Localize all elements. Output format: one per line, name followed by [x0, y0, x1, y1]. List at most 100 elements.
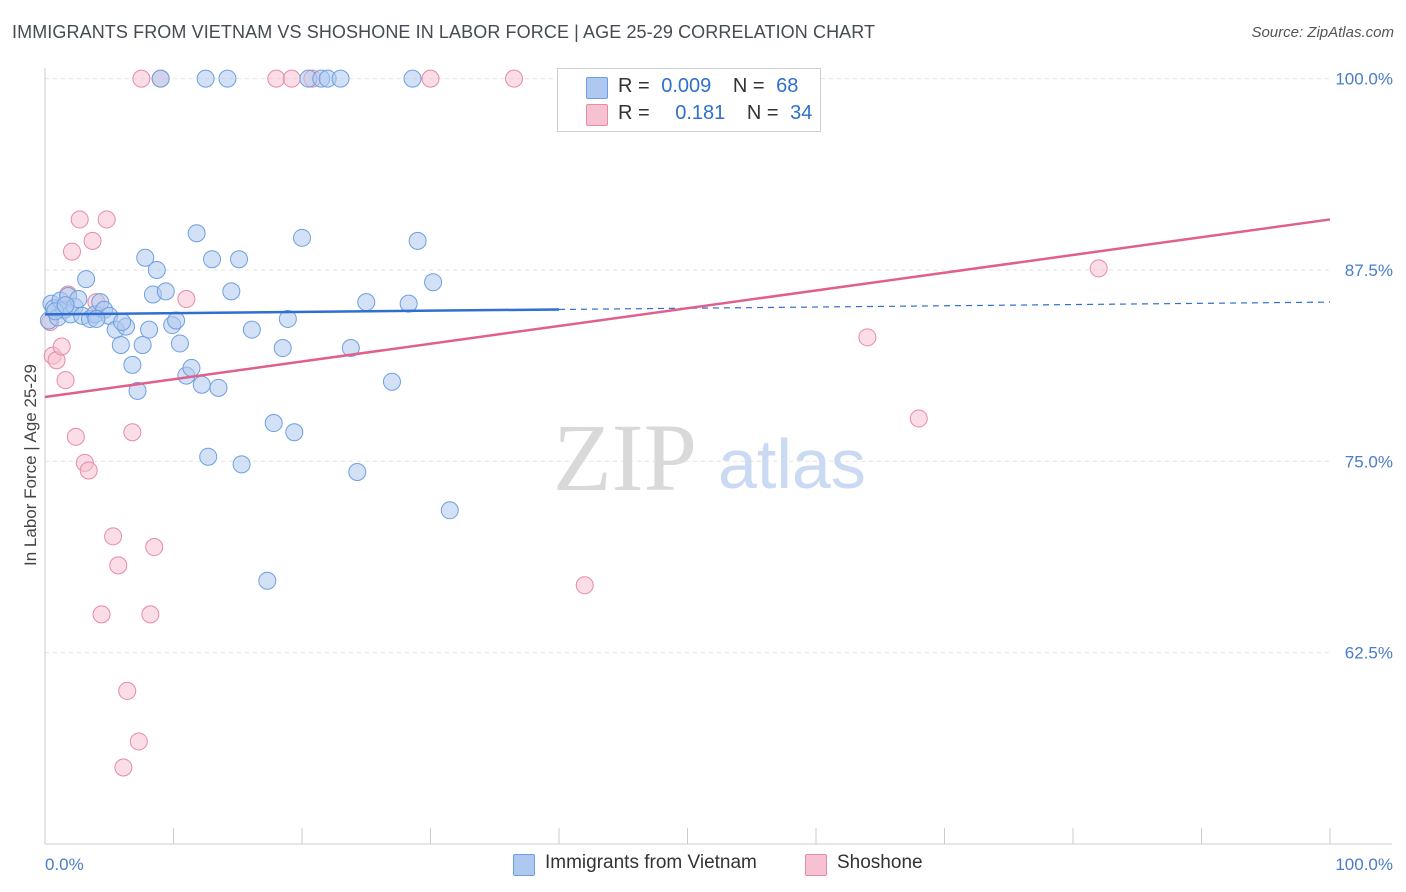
legend-r-label-2: R = [618, 102, 650, 124]
vietnam-point-11 [77, 270, 96, 289]
vietnam-point-27 [151, 69, 170, 88]
vietnam-point-44 [242, 320, 261, 339]
vietnam-point-49 [285, 423, 304, 442]
legend-r-value-2: 0.181 [675, 102, 726, 124]
shoshone-point-22 [141, 605, 160, 624]
shoshone-point-4 [56, 371, 75, 390]
grid-lines [45, 78, 1330, 654]
vietnam-point-54 [331, 69, 350, 88]
vietnam-point-58 [382, 372, 401, 391]
shoshone-point-26 [267, 69, 286, 88]
source-label: Source: ZipAtlas.com [1251, 24, 1394, 41]
vietnam-point-34 [187, 224, 206, 243]
legend-n-label-2: N = [746, 102, 779, 124]
trend-lines [44, 218, 1331, 399]
legend-n-value-2: 34 [790, 102, 813, 124]
y-axis-label: In Labor Force | Age 25-29 [21, 364, 40, 566]
shoshone-point-3 [52, 337, 71, 356]
shoshone-point-21 [132, 69, 151, 88]
vietnam-point-42 [230, 250, 249, 269]
vietnam-point-67 [113, 313, 132, 332]
vietnam-point-56 [348, 463, 367, 482]
watermark: ZIP atlas [553, 404, 866, 511]
vietnam-point-38 [203, 250, 222, 269]
vietnam-point-33 [182, 358, 201, 377]
legend-r-value-1: 0.009 [661, 75, 712, 97]
vietnam-point-50 [293, 228, 311, 247]
shoshone-point-14 [97, 210, 116, 229]
vietnam-point-60 [403, 69, 422, 88]
vietnam-point-55 [341, 339, 360, 358]
vietnam-point-57 [357, 293, 376, 312]
vietnam-trend-solid [44, 308, 560, 316]
shoshone-point-13 [92, 605, 111, 624]
x-tick-label-1: 100.0% [1335, 855, 1393, 874]
vietnam-point-24 [140, 320, 159, 339]
vietnam-point-35 [192, 375, 211, 394]
vietnam-point-41 [222, 282, 241, 301]
legend-r-label-1: R = [618, 75, 650, 97]
vietnam-point-36 [196, 69, 215, 88]
shoshone-point-7 [66, 427, 85, 446]
vietnam-point-46 [264, 414, 283, 433]
shoshone-point-27 [282, 69, 301, 88]
vietnam-point-21 [128, 381, 147, 400]
vietnam-point-63 [440, 501, 459, 520]
x-tick-labels: 0.0% 100.0% [45, 855, 1393, 874]
vietnam-point-28 [156, 282, 175, 301]
vietnam-point-40 [218, 69, 237, 88]
shoshone-point-34 [1089, 259, 1108, 278]
bottom-swatch-blue [513, 854, 535, 876]
shoshone-point-29 [421, 69, 440, 88]
y-tick-label-0: 62.5% [1345, 644, 1393, 663]
vietnam-point-62 [424, 273, 443, 292]
y-tick-label-3: 100.0% [1335, 70, 1393, 89]
legend-swatch-blue [586, 77, 608, 99]
vietnam-point-66 [56, 296, 75, 315]
bottom-swatch-pink [805, 854, 827, 876]
y-tick-labels: 62.5% 75.0% 87.5% 100.0% [1335, 70, 1393, 663]
chart-title: IMMIGRANTS FROM VIETNAM VS SHOSHONE IN L… [12, 22, 876, 42]
watermark-zip: ZIP [553, 404, 697, 511]
bottom-legend-label-vietnam: Immigrants from Vietnam [545, 852, 757, 873]
vietnam-point-30 [167, 311, 186, 330]
vietnam-point-43 [232, 455, 251, 474]
shoshone-point-15 [104, 527, 123, 546]
axes [44, 68, 1392, 845]
vietnam-point-37 [199, 447, 218, 466]
shoshone-point-20 [129, 732, 148, 751]
legend-n-value-1: 68 [776, 75, 799, 97]
y-tick-label-2: 87.5% [1345, 261, 1393, 280]
shoshone-point-30 [505, 69, 524, 88]
vietnam-point-59 [399, 294, 418, 313]
x-tick-label-0: 0.0% [45, 855, 84, 874]
legend-swatch-pink [586, 104, 608, 126]
bottom-legend-label-shoshone: Shoshone [837, 852, 923, 873]
shoshone-point-6 [62, 242, 81, 261]
vietnam-point-48 [278, 309, 297, 328]
vietnam-point-61 [408, 231, 427, 250]
shoshone-point-31 [575, 576, 594, 595]
legend-n-label-1: N = [732, 75, 765, 97]
shoshone-point-23 [145, 538, 164, 557]
shoshone-point-18 [118, 681, 137, 700]
vietnam-point-23 [136, 248, 155, 267]
shoshone-point-17 [114, 758, 133, 777]
shoshone-point-16 [109, 556, 128, 575]
vietnam-point-39 [209, 378, 228, 397]
watermark-atlas: atlas [718, 425, 866, 503]
vietnam-point-47 [273, 339, 292, 358]
shoshone-point-33 [909, 409, 928, 428]
shoshone-point-25 [177, 290, 196, 309]
vietnam-point-22 [133, 335, 152, 354]
y-tick-label-1: 75.0% [1345, 452, 1393, 471]
vietnam-point-26 [147, 260, 166, 279]
shoshone-trend [44, 218, 1331, 399]
shoshone-point-32 [858, 328, 877, 347]
vietnam-point-18 [111, 335, 130, 354]
vietnam-trend-dashed [558, 301, 1331, 311]
correlation-legend: R = 0.009 N = 68 R = 0.181 N = 34 [557, 68, 821, 132]
shoshone-point-19 [123, 423, 142, 442]
shoshone-point-10 [79, 461, 98, 480]
